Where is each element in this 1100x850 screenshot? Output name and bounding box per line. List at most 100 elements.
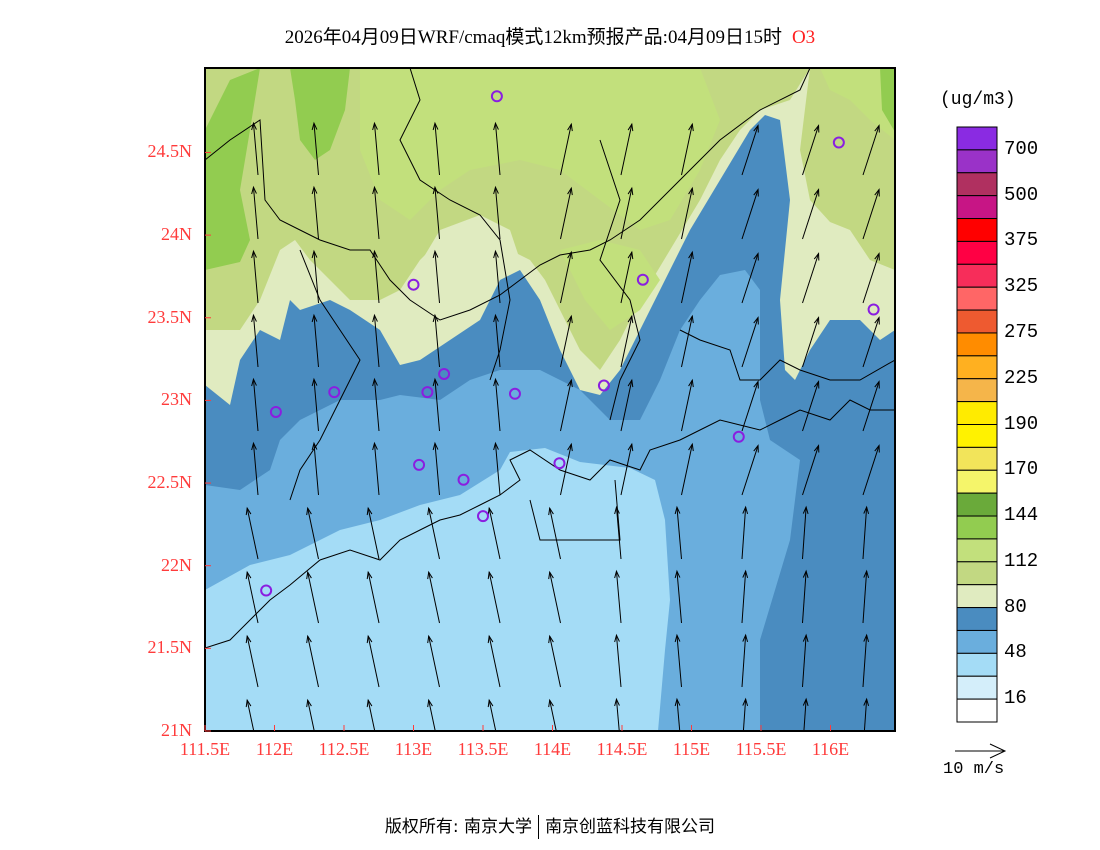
wind-arrow (620, 122, 634, 176)
footer-divider (538, 815, 540, 839)
station-marker (732, 430, 745, 443)
species-label: O3 (791, 27, 816, 48)
county-border-3 (289, 249, 361, 501)
colorbar-swatch (956, 446, 998, 471)
wind-arrow (681, 314, 694, 368)
wind-arrow (862, 380, 880, 432)
wind-arrow (432, 121, 440, 176)
colorbar-swatch (956, 332, 998, 357)
wind-arrow (614, 697, 620, 731)
colorbar-label: 275 (1004, 320, 1039, 343)
wind-arrow (311, 121, 319, 176)
wind-arrow (741, 380, 759, 432)
coastline (205, 399, 895, 649)
wind-arrow (681, 122, 694, 176)
wind-arrow (493, 185, 501, 240)
station-marker (597, 379, 610, 392)
wind-arrow (802, 252, 820, 304)
colorbar-label: 144 (1004, 504, 1039, 527)
province-border (205, 68, 811, 321)
wind-arrow (802, 569, 809, 624)
wind-arrow (741, 252, 759, 304)
colorbar-label: 190 (1004, 412, 1039, 435)
fill-112-128-b (560, 240, 660, 330)
colorbar-swatch (956, 355, 998, 380)
wind-arrow (427, 634, 440, 688)
fill-112-128 (360, 68, 720, 230)
colorbar-swatch (956, 286, 998, 311)
wind-arrow (245, 570, 259, 624)
wind-arrow (487, 570, 501, 624)
station-marker (438, 367, 451, 380)
plot-frame (204, 67, 896, 732)
wind-arrow (741, 188, 759, 240)
colorbar (956, 126, 998, 723)
colorbar-swatch (956, 607, 998, 631)
wind-arrow (366, 698, 376, 731)
wind-arrow (548, 698, 557, 731)
colorbar-swatch (956, 195, 998, 220)
wind-arrow (802, 697, 809, 731)
wind-arrow (681, 442, 694, 496)
wind-arrow (487, 506, 501, 560)
wind-arrow (548, 506, 561, 560)
lon-tick-label: 113E (394, 739, 433, 759)
wind-arrow (432, 249, 440, 304)
colorbar-swatch (956, 538, 998, 563)
lat-tick-label: 22N (161, 554, 192, 575)
colorbar-swatch (956, 584, 998, 609)
colorbar-swatch (956, 629, 998, 654)
wind-arrow (560, 442, 573, 496)
wind-arrow (802, 380, 820, 432)
wind-arrow (493, 377, 501, 432)
colorbar-swatch (956, 240, 998, 265)
lat-tick-label: 21N (161, 720, 192, 740)
wind-arrow (614, 505, 622, 560)
wind-arrow (741, 505, 749, 560)
station-marker (636, 273, 649, 286)
colorbar-swatch (956, 172, 998, 197)
colorbar-swatch (956, 698, 998, 723)
axis-ticks (204, 151, 831, 732)
colorbar-swatch (956, 469, 998, 494)
colorbar-swatch (956, 492, 998, 517)
colorbar-label: 80 (1004, 595, 1027, 618)
wind-arrow (432, 313, 440, 368)
station-marker (508, 387, 521, 400)
wind-arrow (493, 313, 501, 368)
wind-arrow (306, 698, 315, 731)
colorbar-label: 325 (1004, 275, 1039, 298)
wind-arrow (306, 634, 319, 688)
fill-128-144-west (205, 68, 260, 270)
wind-arrow (245, 506, 259, 560)
wind-arrow (251, 441, 259, 496)
wind-arrow (862, 444, 880, 496)
fill-32-48 (205, 448, 670, 731)
lon-tick-label: 113.5E (457, 739, 509, 759)
colorbar-swatch (956, 218, 998, 242)
colorbar-swatch (956, 263, 998, 288)
wind-arrow (674, 633, 682, 688)
wind-arrow (862, 124, 880, 176)
wind-arrow (251, 249, 259, 304)
fill-112-128-c (820, 68, 895, 140)
station-marker (490, 90, 503, 103)
wind-arrow (366, 570, 380, 624)
boundaries (205, 68, 895, 649)
wind-arrow (802, 505, 809, 560)
lon-tick-label: 112E (255, 739, 294, 759)
wind-arrow (674, 697, 681, 731)
wind-arrow (372, 441, 380, 496)
wind-arrow (620, 442, 634, 496)
wind-arrow (862, 252, 880, 304)
station-marker (421, 386, 434, 399)
wind-arrow (366, 634, 380, 688)
colorbar-swatch (956, 515, 998, 540)
wind-arrow (311, 441, 319, 496)
wind-arrow (802, 444, 820, 496)
colorbar-swatch (956, 401, 998, 426)
lat-tick-label: 23.5N (147, 306, 193, 327)
wind-arrow (251, 185, 259, 240)
colorbar-swatch (956, 675, 998, 700)
colorbar-swatch (956, 652, 998, 677)
